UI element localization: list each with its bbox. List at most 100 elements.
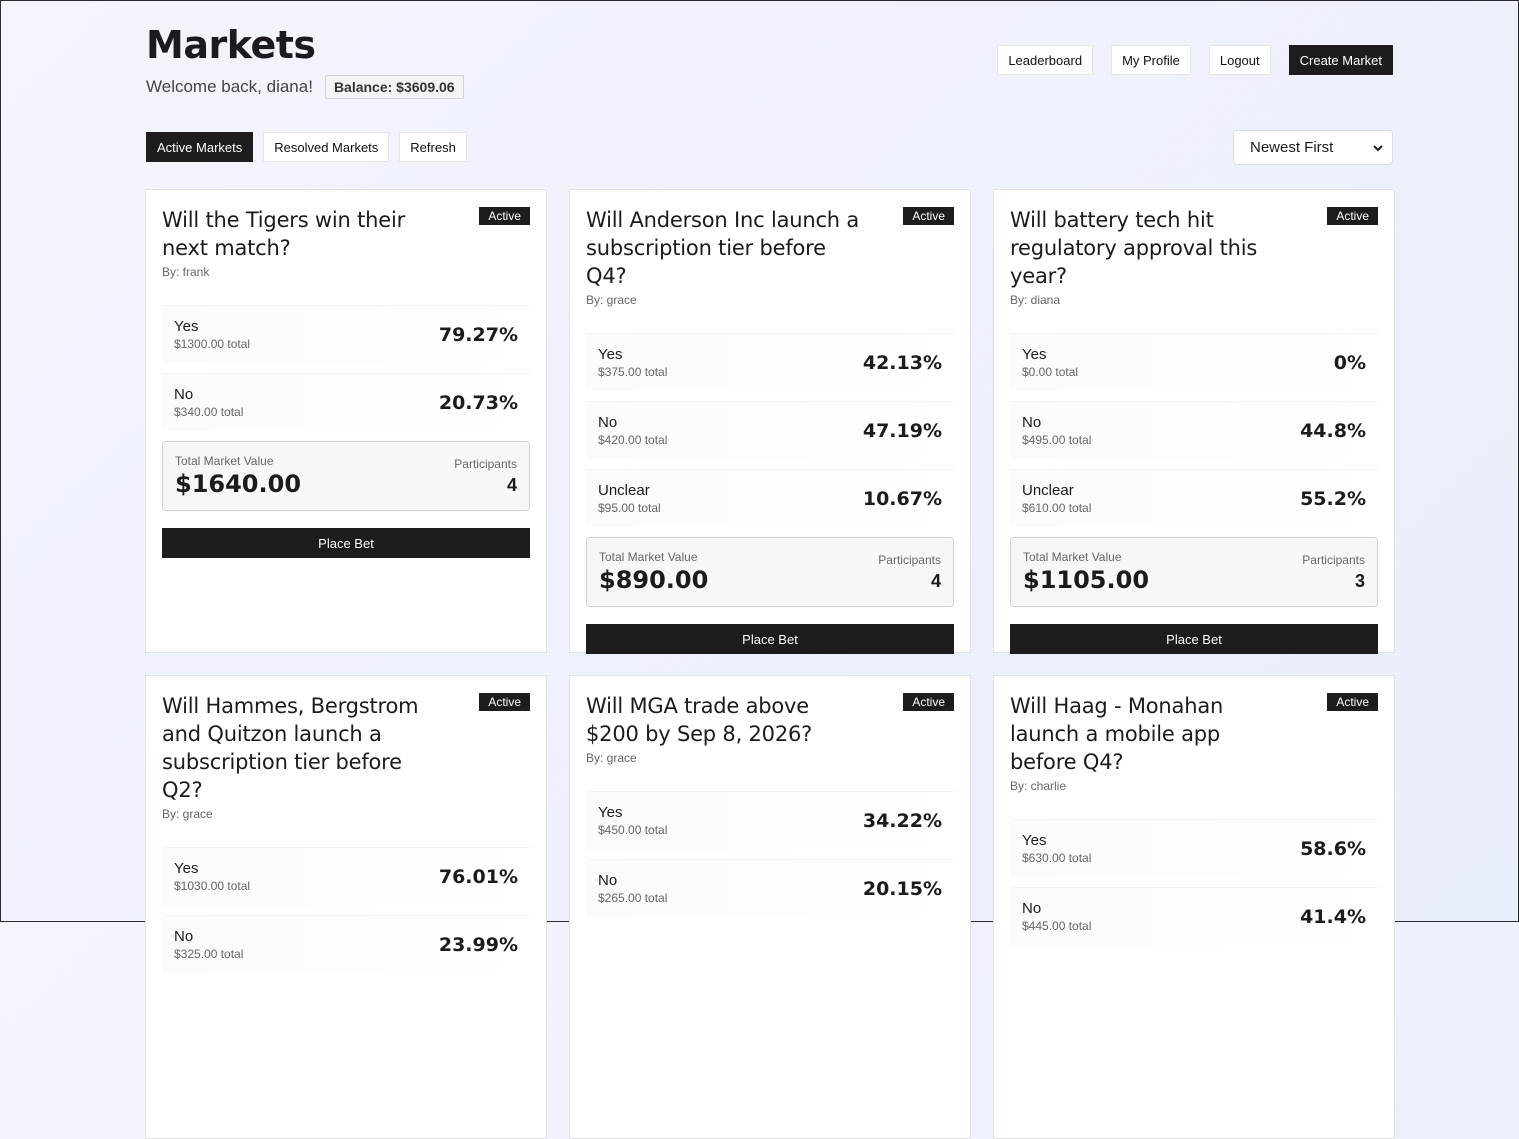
total-market-value-label: Total Market Value <box>599 550 698 564</box>
status-badge: Active <box>479 207 530 225</box>
market-title[interactable]: Will the Tigers win their next match? <box>162 208 406 260</box>
refresh-button[interactable]: Refresh <box>399 132 467 162</box>
option-amount: $445.00 total <box>1022 919 1092 933</box>
total-market-value-box: Total Market Value $1105.00 Participants… <box>1010 537 1378 607</box>
option-name: Yes <box>174 318 199 335</box>
market-tabs: Active Markets Resolved Markets Refresh <box>146 132 467 162</box>
total-market-value-label: Total Market Value <box>1023 550 1122 564</box>
tab-active-markets[interactable]: Active Markets <box>146 132 254 162</box>
option-amount: $325.00 total <box>174 947 244 961</box>
balance-badge: Balance: $3609.06 <box>324 75 464 99</box>
market-title[interactable]: Will Hammes, Bergstrom and Quitzon launc… <box>162 694 419 802</box>
welcome-text: Welcome back, diana! <box>146 77 313 96</box>
market-title[interactable]: Will battery tech hit regulatory approva… <box>1010 208 1258 288</box>
place-bet-button[interactable]: Place Bet <box>162 528 530 558</box>
market-option[interactable]: No $265.00 total 20.15% <box>586 859 954 917</box>
status-badge: Active <box>903 207 954 225</box>
market-option[interactable]: Unclear $610.00 total 55.2% <box>1010 469 1378 527</box>
option-name: No <box>598 414 618 431</box>
option-amount: $450.00 total <box>598 823 668 837</box>
option-name: Yes <box>1022 346 1047 363</box>
logout-button[interactable]: Logout <box>1208 45 1271 75</box>
market-title[interactable]: Will Haag - Monahan launch a mobile app … <box>1010 694 1224 774</box>
market-option[interactable]: No $495.00 total 44.8% <box>1010 401 1378 459</box>
option-amount: $1300.00 total <box>174 337 251 351</box>
option-percentage: 20.15% <box>862 877 942 900</box>
my-profile-button[interactable]: My Profile <box>1111 45 1191 75</box>
participants-count: 4 <box>506 475 517 495</box>
chevron-down-icon <box>1373 144 1383 151</box>
tab-resolved-markets[interactable]: Resolved Markets <box>263 132 390 162</box>
place-bet-button[interactable]: Place Bet <box>586 624 954 654</box>
market-option[interactable]: No $445.00 total 41.4% <box>1010 887 1378 945</box>
market-author: By: frank <box>162 265 210 279</box>
total-market-value-label: Total Market Value <box>175 454 274 468</box>
market-card: Will Anderson Inc launch a subscription … <box>569 189 971 654</box>
market-option[interactable]: Unclear $95.00 total 10.67% <box>586 469 954 527</box>
total-value-group: Total Market Value $1105.00 <box>1023 550 1149 594</box>
total-value-group: Total Market Value $1640.00 <box>175 454 301 498</box>
participants-group: Participants 3 <box>1302 550 1365 594</box>
market-author: By: grace <box>586 751 637 765</box>
option-name: No <box>598 872 618 889</box>
option-info: No $420.00 total <box>598 414 667 447</box>
market-card: Will MGA trade above $200 by Sep 8, 2026… <box>569 675 971 1139</box>
status-badge: Active <box>1327 207 1378 225</box>
option-info: Unclear $95.00 total <box>598 482 661 515</box>
option-info: Yes $630.00 total <box>1022 832 1091 865</box>
option-amount: $265.00 total <box>598 891 668 905</box>
option-amount: $0.00 total <box>1022 365 1079 379</box>
option-name: No <box>174 386 194 403</box>
option-info: No $325.00 total <box>174 928 243 961</box>
option-amount: $495.00 total <box>1022 433 1092 447</box>
total-value-group: Total Market Value $890.00 <box>599 550 708 594</box>
participants-group: Participants 4 <box>878 550 941 594</box>
sort-selected-value: Newest First <box>1250 139 1334 156</box>
option-info: Yes $375.00 total <box>598 346 667 379</box>
option-name: No <box>1022 900 1042 917</box>
market-option[interactable]: No $420.00 total 47.19% <box>586 401 954 459</box>
total-market-value-box: Total Market Value $890.00 Participants … <box>586 537 954 607</box>
option-percentage: 10.67% <box>862 487 942 510</box>
participants-count: 3 <box>1354 571 1365 591</box>
market-option[interactable]: Yes $450.00 total 34.22% <box>586 791 954 849</box>
participants-label: Participants <box>454 457 517 471</box>
market-option[interactable]: Yes $0.00 total 0% <box>1010 333 1378 391</box>
create-market-button[interactable]: Create Market <box>1288 45 1393 75</box>
market-card: Will battery tech hit regulatory approva… <box>993 189 1395 654</box>
option-percentage: 42.13% <box>862 351 942 374</box>
total-market-value: $1640.00 <box>175 470 302 498</box>
market-author: By: grace <box>586 293 637 307</box>
market-title[interactable]: Will Anderson Inc launch a subscription … <box>586 208 860 288</box>
place-bet-button[interactable]: Place Bet <box>1010 624 1378 654</box>
market-option[interactable]: Yes $1030.00 total 76.01% <box>162 847 530 905</box>
market-option[interactable]: No $340.00 total 20.73% <box>162 373 530 431</box>
option-percentage: 23.99% <box>438 933 518 956</box>
leaderboard-button[interactable]: Leaderboard <box>997 45 1094 75</box>
option-name: Yes <box>174 860 199 877</box>
option-percentage: 76.01% <box>438 865 518 888</box>
total-market-value: $890.00 <box>599 566 709 594</box>
option-name: Yes <box>1022 832 1047 849</box>
option-amount: $375.00 total <box>598 365 668 379</box>
status-badge: Active <box>903 693 954 711</box>
option-percentage: 55.2% <box>1300 487 1366 510</box>
market-option[interactable]: Yes $630.00 total 58.6% <box>1010 819 1378 877</box>
option-percentage: 79.27% <box>438 323 518 346</box>
market-card: Will the Tigers win their next match? Act… <box>145 189 547 653</box>
page-title: Markets <box>146 23 316 67</box>
market-option[interactable]: No $325.00 total 23.99% <box>162 915 530 973</box>
market-card: Will Haag - Monahan launch a mobile app … <box>993 675 1395 1139</box>
option-percentage: 34.22% <box>862 809 942 832</box>
participants-label: Participants <box>878 553 941 567</box>
option-amount: $610.00 total <box>1022 501 1092 515</box>
option-amount: $420.00 total <box>598 433 668 447</box>
market-title[interactable]: Will MGA trade above $200 by Sep 8, 2026… <box>586 694 813 746</box>
market-option[interactable]: Yes $1300.00 total 79.27% <box>162 305 530 363</box>
market-option[interactable]: Yes $375.00 total 42.13% <box>586 333 954 391</box>
option-percentage: 44.8% <box>1300 419 1366 442</box>
status-badge: Active <box>479 693 530 711</box>
option-info: No $265.00 total <box>598 872 667 905</box>
sort-select[interactable]: Newest First <box>1233 130 1393 165</box>
market-author: By: grace <box>162 807 213 821</box>
